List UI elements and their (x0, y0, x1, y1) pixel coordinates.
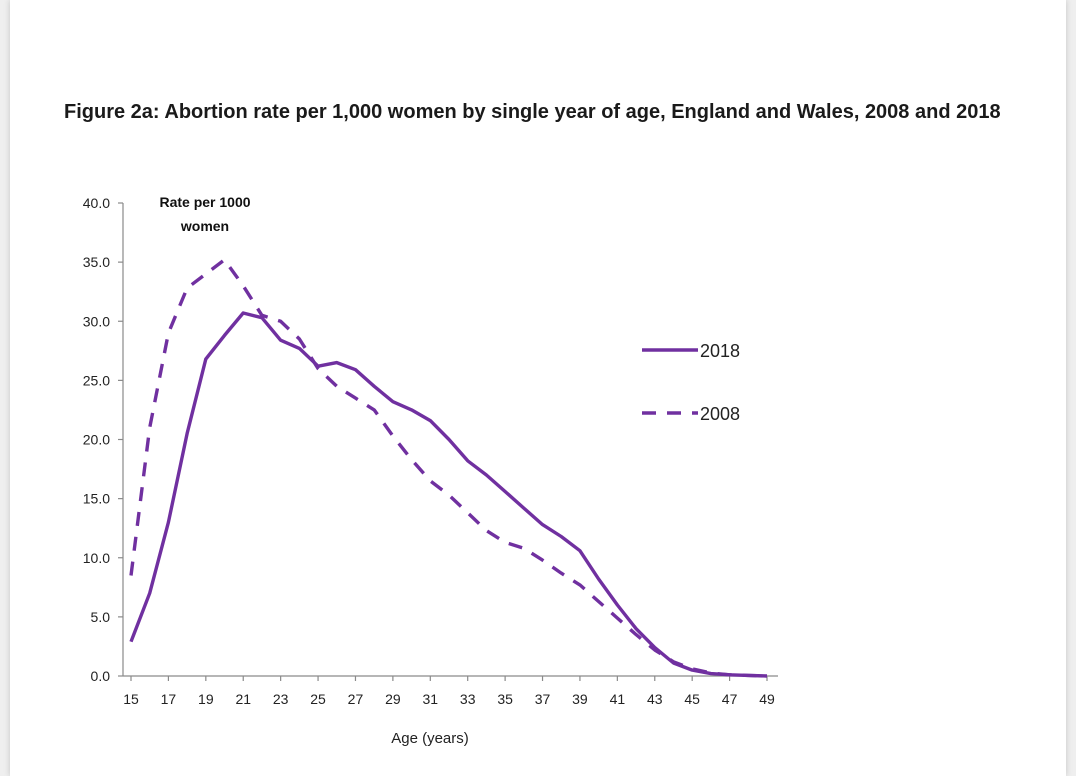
x-tick-label: 27 (348, 691, 364, 707)
x-tick-label: 15 (123, 691, 139, 707)
y-axis-unit-line-1: Rate per 1000 (159, 194, 250, 210)
figure-frame: Figure 2a: Abortion rate per 1,000 women… (10, 0, 1066, 776)
x-tick-label: 47 (722, 691, 738, 707)
series-line-2008 (129, 258, 768, 678)
x-tick-label: 21 (235, 691, 251, 707)
legend-label-2008: 2008 (700, 404, 740, 424)
y-tick-label: 0.0 (91, 668, 111, 684)
x-tick-label: 31 (423, 691, 439, 707)
x-tick-label: 25 (310, 691, 326, 707)
x-tick-label: 33 (460, 691, 476, 707)
x-tick-label: 43 (647, 691, 663, 707)
y-tick-label: 40.0 (83, 195, 110, 211)
y-axis: 0.0 5.0 10.0 15.0 20.0 25.0 30.0 35.0 40.0 (83, 195, 124, 684)
x-tick-label: 41 (610, 691, 626, 707)
y-tick-label: 25.0 (83, 372, 110, 388)
y-tick-label: 20.0 (83, 432, 110, 448)
x-tick-label: 37 (535, 691, 551, 707)
y-tick-label: 10.0 (83, 550, 110, 566)
x-tick-label: 23 (273, 691, 289, 707)
x-axis-label: Age (years) (391, 730, 469, 747)
chart-title: Figure 2a: Abortion rate per 1,000 women… (64, 101, 1001, 123)
y-tick-label: 30.0 (83, 313, 110, 329)
y-tick-label: 5.0 (91, 609, 111, 625)
series-line-2018 (129, 311, 768, 678)
x-tick-label: 29 (385, 691, 401, 707)
legend: 2018 2008 (642, 341, 740, 424)
x-tick-label: 49 (759, 691, 775, 707)
legend-label-2018: 2018 (700, 341, 740, 361)
x-tick-label: 45 (684, 691, 700, 707)
y-tick-label: 15.0 (83, 491, 110, 507)
x-axis: 15 17 19 21 23 25 27 29 31 33 35 37 39 41 43 45 47 49 (123, 675, 778, 707)
x-tick-label: 35 (497, 691, 513, 707)
x-tick-label: 39 (572, 691, 588, 707)
x-tick-label: 19 (198, 691, 214, 707)
y-axis-unit-line-2: women (180, 218, 229, 234)
x-tick-label: 17 (161, 691, 177, 707)
y-tick-label: 35.0 (83, 254, 110, 270)
series-lines (129, 258, 768, 678)
